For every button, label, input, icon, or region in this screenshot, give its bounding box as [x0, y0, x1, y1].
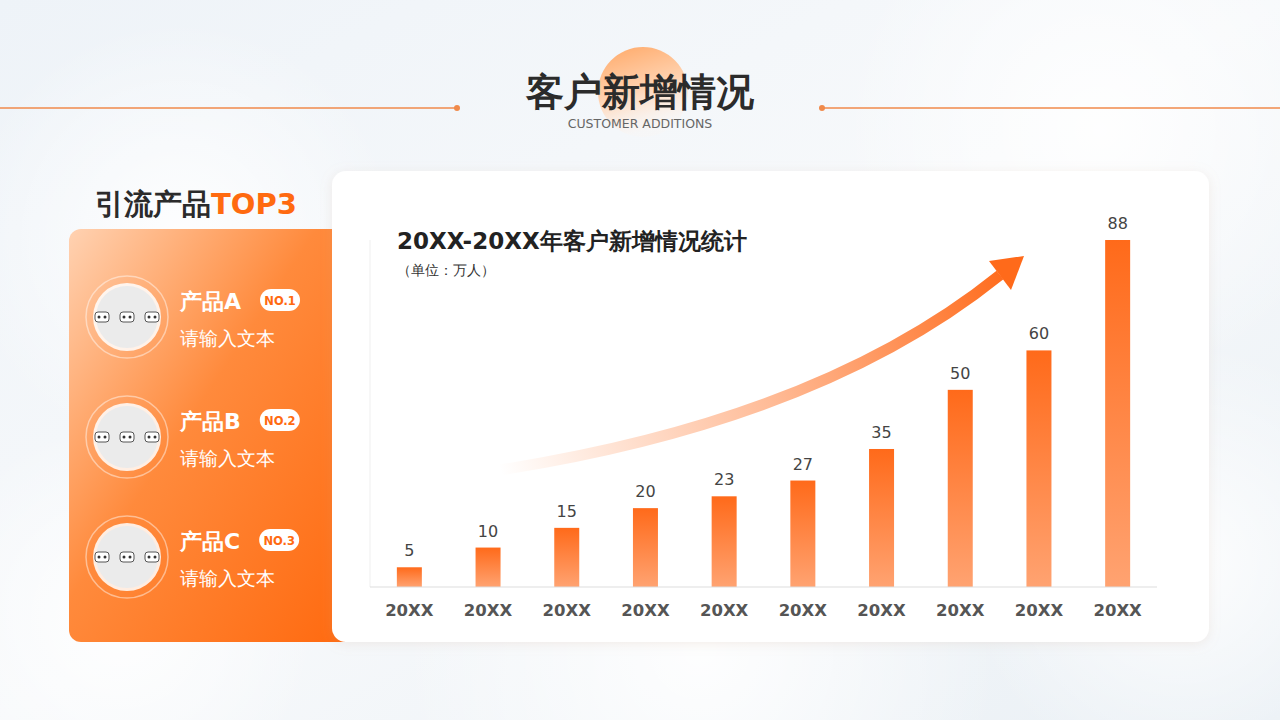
rank-text: NO.3	[263, 534, 295, 548]
rank-badge	[259, 529, 299, 551]
icon-shape	[154, 316, 157, 319]
product-text: 请输入文本	[180, 567, 275, 589]
x-tick-label: 20XX	[1015, 601, 1064, 620]
icon-shape	[104, 316, 107, 319]
icon-shape	[145, 552, 159, 562]
icon-shape	[98, 436, 101, 439]
header-dot	[454, 105, 460, 111]
icon-shape	[123, 556, 126, 559]
page: 客户新增情况 CUSTOMER ADDITIONS 引流产品TOP3 产品A NO.1 请…	[0, 0, 1280, 720]
bars	[397, 240, 1130, 587]
icon-shape	[120, 432, 134, 442]
icon-shape	[154, 436, 157, 439]
rank-badge	[260, 289, 300, 311]
trend-arrowhead	[989, 256, 1024, 290]
icon-bg	[96, 286, 158, 348]
x-tick-label: 20XX	[779, 601, 828, 620]
data-label: 20	[635, 482, 655, 501]
icon-shape	[129, 316, 132, 319]
x-tick-label: 20XX	[385, 601, 434, 620]
chart-card	[332, 171, 1209, 642]
icon-shape	[145, 432, 159, 442]
chart-title: 20XX-20XX年客户新增情况统计	[397, 228, 747, 254]
page-title: 客户新增情况	[525, 70, 754, 114]
icon-bg	[96, 526, 158, 588]
heading-text: 引流产品	[95, 187, 211, 221]
data-label: 60	[1029, 324, 1049, 343]
bar	[397, 567, 422, 587]
icon-shape	[129, 556, 132, 559]
x-tick-label: 20XX	[464, 601, 513, 620]
bar	[712, 496, 737, 587]
data-label: 23	[714, 470, 734, 489]
icon-shape	[95, 312, 109, 322]
product-name: 产品C	[179, 529, 240, 554]
sidebar-panel	[69, 229, 345, 642]
icon-shape	[98, 316, 101, 319]
data-label: 15	[557, 502, 577, 521]
icon-ring	[86, 516, 168, 598]
header-line	[822, 107, 1280, 108]
bar	[476, 548, 501, 587]
chart-subtitle: （单位：万人）	[397, 262, 495, 278]
bar	[1105, 240, 1130, 587]
background	[0, 0, 1280, 720]
trend-arrow	[500, 275, 1000, 470]
data-label: 10	[478, 522, 498, 541]
x-tick-label: 20XX	[936, 601, 985, 620]
icon-ring	[86, 276, 168, 358]
icon-shape	[148, 316, 151, 319]
icon-border	[93, 283, 161, 351]
icon-shape	[123, 316, 126, 319]
bar	[1026, 350, 1051, 587]
data-label: 5	[404, 541, 414, 560]
product-name: 产品A	[179, 289, 241, 314]
product-name: 产品B	[179, 409, 241, 434]
canvas: 客户新增情况 CUSTOMER ADDITIONS 引流产品TOP3 产品A NO.1 请…	[0, 0, 1280, 720]
icon-shape	[123, 436, 126, 439]
icon-shape	[148, 436, 151, 439]
bar	[869, 449, 894, 587]
icon-shape	[104, 436, 107, 439]
icon-shape	[98, 556, 101, 559]
data-label: 88	[1107, 214, 1127, 233]
x-tick-label: 20XX	[700, 601, 749, 620]
icon-shape	[95, 552, 109, 562]
icon-ring	[86, 396, 168, 478]
x-tick-label: 20XX	[543, 601, 592, 620]
x-tick-label: 20XX	[621, 601, 670, 620]
rank-text: NO.2	[264, 414, 296, 428]
icon-shape	[145, 312, 159, 322]
page-subtitle: CUSTOMER ADDITIONS	[568, 116, 713, 131]
icon-shape	[120, 552, 134, 562]
product-text: 请输入文本	[180, 447, 275, 469]
x-tick-label: 20XX	[1093, 601, 1142, 620]
bar	[790, 481, 815, 587]
header-line	[0, 107, 457, 108]
data-label: 50	[950, 364, 970, 383]
product-text: 请输入文本	[180, 327, 275, 349]
icon-bg	[96, 406, 158, 468]
bar	[554, 528, 579, 587]
icon-shape	[154, 556, 157, 559]
icon-shape	[129, 436, 132, 439]
sidebar-heading: 引流产品TOP3	[95, 187, 297, 221]
icon-shape	[104, 556, 107, 559]
x-axis-line	[370, 587, 1157, 588]
rank-text: NO.1	[264, 294, 296, 308]
bar	[948, 390, 973, 587]
data-label: 35	[871, 423, 891, 442]
icon-shape	[120, 312, 134, 322]
rank-badge	[260, 409, 300, 431]
bar	[633, 508, 658, 587]
header-dot	[819, 105, 825, 111]
icon-border	[93, 523, 161, 591]
icon-shape	[148, 556, 151, 559]
heading-highlight: TOP3	[211, 187, 297, 221]
icon-shape	[95, 432, 109, 442]
x-tick-label: 20XX	[857, 601, 906, 620]
icon-border	[93, 403, 161, 471]
data-label: 27	[793, 455, 813, 474]
y-axis-line	[370, 240, 371, 587]
